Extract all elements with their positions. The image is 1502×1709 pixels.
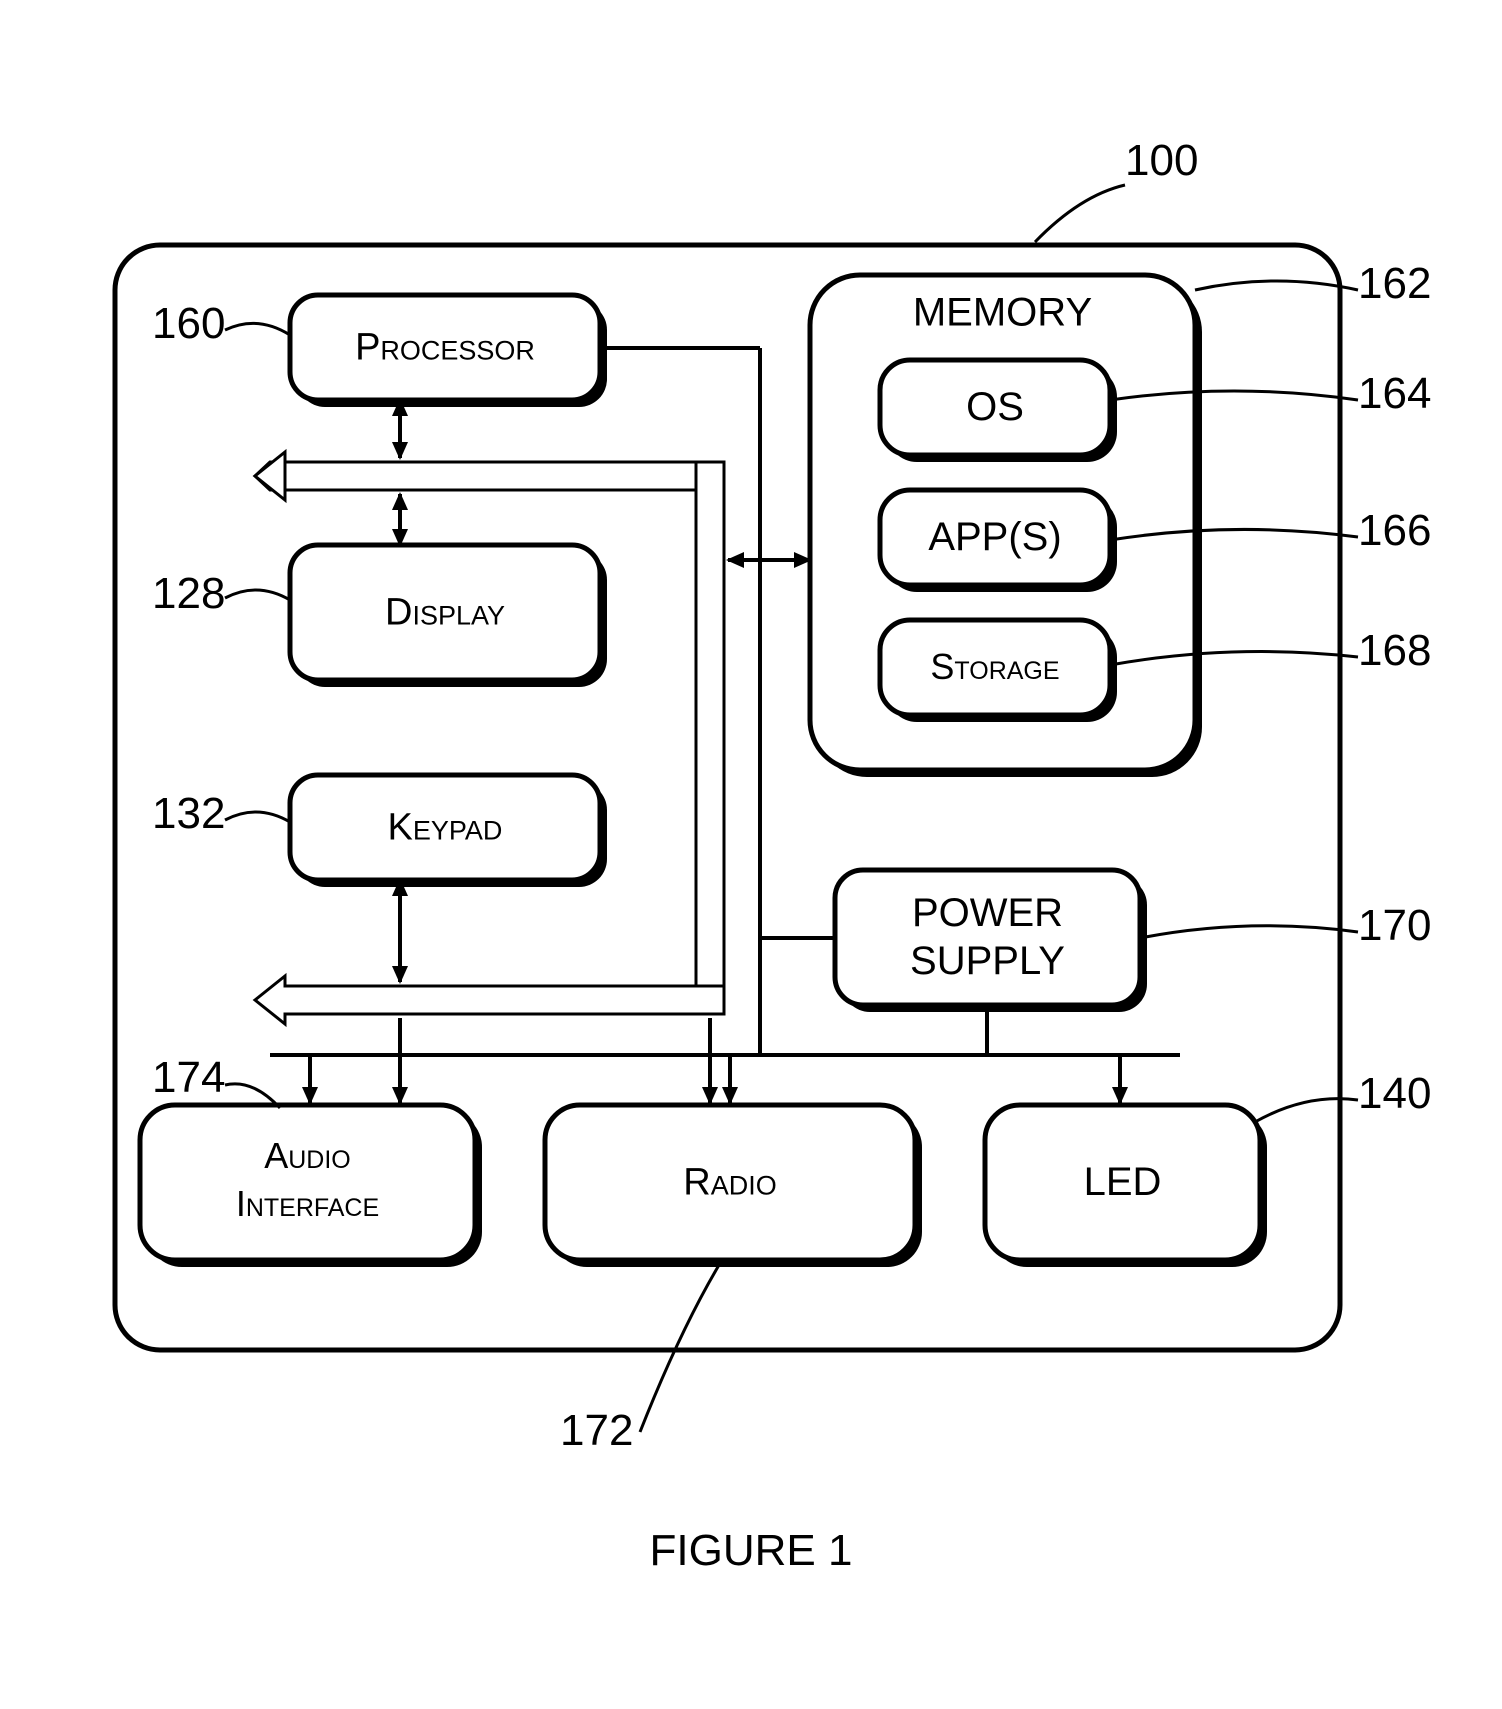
- display-label: Display: [385, 592, 505, 634]
- figure-caption: FIGURE 1: [650, 1526, 853, 1575]
- ref-162: 162: [1358, 259, 1431, 308]
- power-label-2: SUPPLY: [910, 939, 1065, 983]
- storage-label: Storage: [930, 646, 1059, 687]
- os-label: OS: [966, 385, 1024, 429]
- ref-132: 132: [152, 789, 225, 838]
- memory-label: MEMORY: [913, 291, 1092, 335]
- ref-128: 128: [152, 569, 225, 618]
- ref-100: 100: [1125, 136, 1198, 185]
- keypad-label: Keypad: [388, 807, 503, 849]
- ref-166: 166: [1358, 506, 1431, 555]
- power-label-1: POWER: [912, 891, 1063, 935]
- processor-label: Processor: [355, 327, 535, 369]
- apps-label: APP(S): [928, 515, 1061, 559]
- ref-168: 168: [1358, 626, 1431, 675]
- audio-label-1: Audio: [264, 1135, 351, 1176]
- ref-172: 172: [560, 1406, 633, 1455]
- ref-174: 174: [152, 1053, 225, 1102]
- led-label: LED: [1084, 1160, 1162, 1204]
- radio-label: Radio: [683, 1162, 776, 1204]
- ref-164: 164: [1358, 369, 1431, 418]
- ref-140: 140: [1358, 1069, 1431, 1118]
- ref-160: 160: [152, 299, 225, 348]
- audio-label-2: Interface: [236, 1183, 379, 1224]
- ref-170: 170: [1358, 901, 1431, 950]
- leader-line: [1035, 185, 1125, 242]
